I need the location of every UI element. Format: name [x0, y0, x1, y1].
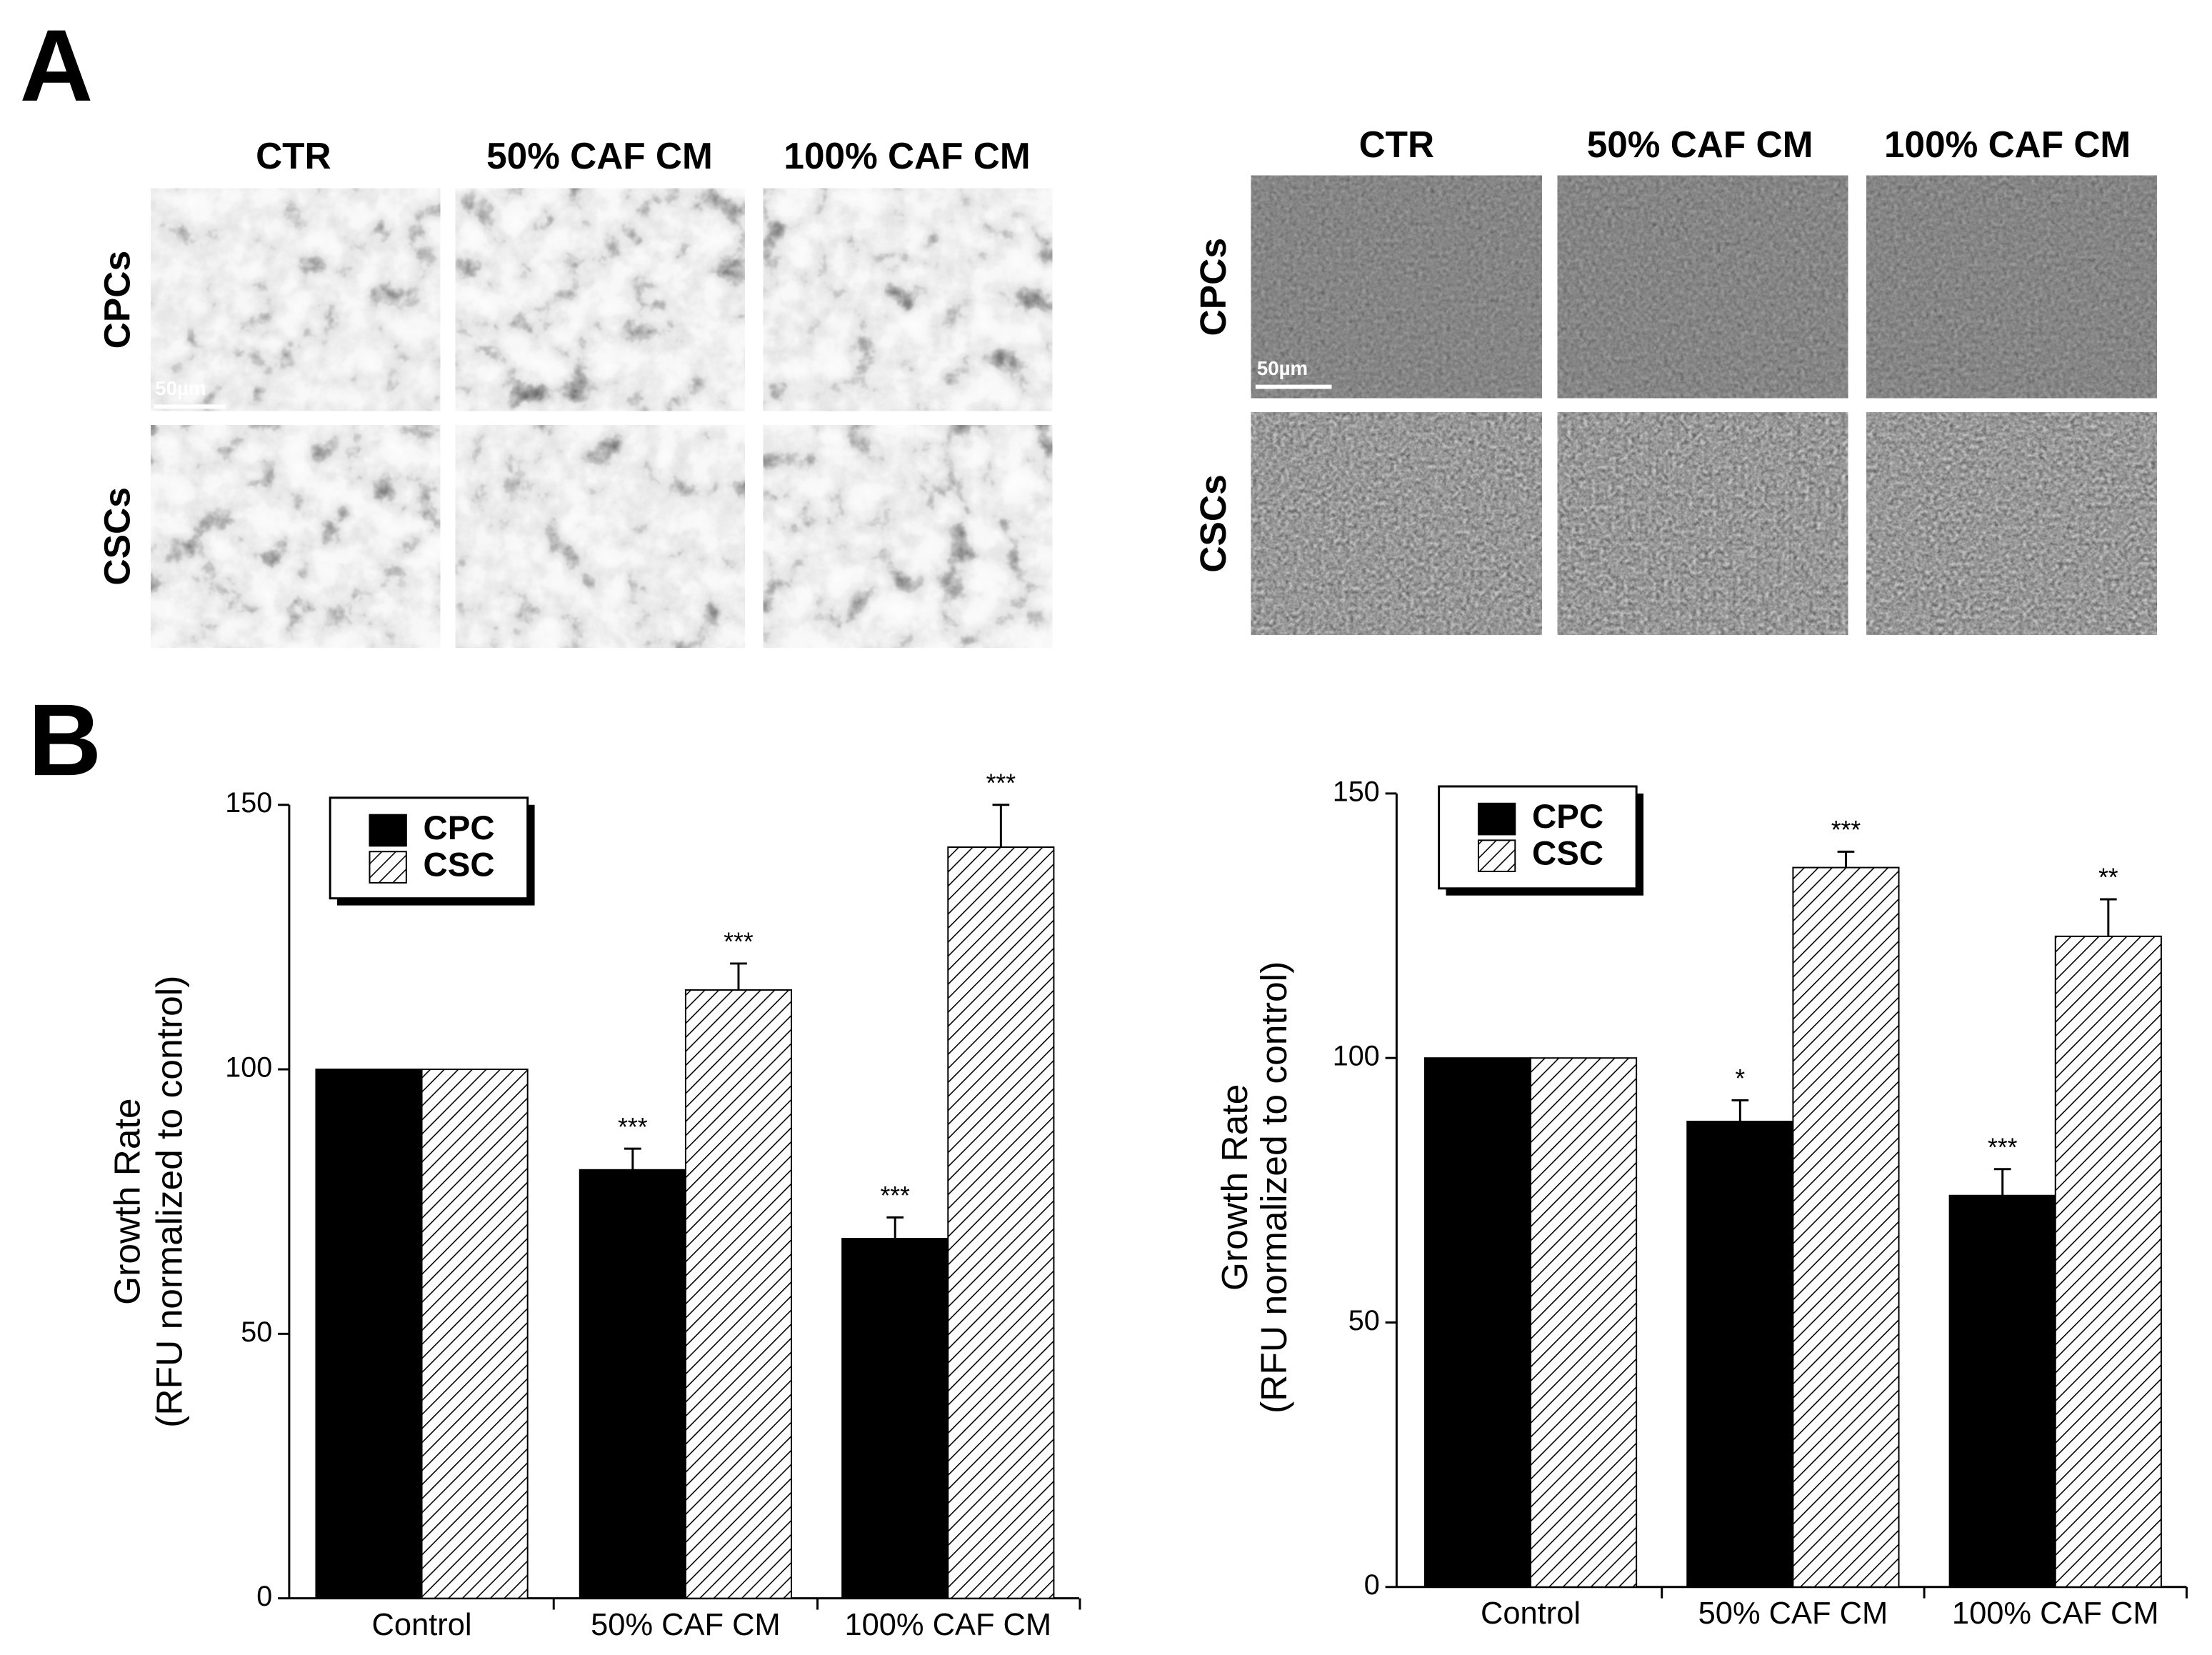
column-header: 50% CAF CM — [486, 135, 713, 176]
significance-label: *** — [1988, 1133, 2018, 1161]
legend-swatch — [1477, 802, 1516, 836]
legend-swatch — [1477, 839, 1516, 872]
error-bar — [1993, 1168, 2011, 1196]
bar — [947, 846, 1055, 1599]
bar — [579, 1169, 686, 1599]
error-bar — [886, 1216, 904, 1239]
column-header: 100% CAF CM — [784, 135, 1030, 176]
bar — [1792, 866, 1900, 1588]
micrograph — [151, 425, 441, 648]
bar — [841, 1238, 949, 1599]
error-bar — [1837, 850, 1855, 868]
scale-bar-label: 50µm — [1257, 357, 1308, 379]
significance-label: *** — [618, 1113, 648, 1141]
y-tick-label: 50 — [241, 1316, 272, 1348]
x-tick-label: 50% CAF CM — [591, 1608, 780, 1642]
column-header: 100% CAF CM — [1884, 124, 2131, 165]
error-bar — [2099, 898, 2117, 936]
row-label: CSCs — [1192, 474, 1233, 573]
bar — [2054, 935, 2162, 1588]
micrograph — [1251, 412, 1542, 635]
bar — [684, 989, 793, 1599]
panel-label: B — [29, 684, 102, 797]
y-tick-label: 0 — [1364, 1569, 1380, 1601]
y-tick-label: 100 — [225, 1051, 272, 1083]
y-tick-label: 50 — [1348, 1305, 1380, 1336]
row-label: CSCs — [96, 487, 138, 586]
bar — [1686, 1121, 1794, 1588]
significance-label: *** — [880, 1181, 910, 1210]
bar — [315, 1069, 423, 1599]
column-header: 50% CAF CM — [1587, 124, 1813, 165]
legend-box — [329, 796, 529, 900]
significance-label: * — [1735, 1064, 1745, 1093]
scale-bar-label: 50µm — [155, 377, 206, 399]
column-header: CTR — [256, 135, 331, 176]
panel-label: A — [20, 9, 94, 123]
legend-box — [1438, 785, 1638, 890]
legend-label: CSC — [424, 846, 495, 884]
significance-label: ** — [2098, 864, 2118, 892]
x-tick-label: Control — [1481, 1596, 1581, 1631]
micrograph — [455, 188, 745, 411]
x-tick-label: Control — [372, 1608, 472, 1642]
error-bar — [992, 804, 1010, 848]
y-tick-label: 0 — [256, 1581, 272, 1612]
row-label: CPCs — [96, 251, 138, 349]
y-axis-label: Growth Rate — [1213, 1084, 1255, 1291]
bar — [1530, 1057, 1638, 1588]
legend-label: CPC — [424, 809, 495, 847]
error-bar — [624, 1147, 641, 1170]
x-tick-label: 100% CAF CM — [844, 1608, 1051, 1642]
micrograph — [763, 188, 1053, 411]
x-tick-label: 50% CAF CM — [1698, 1596, 1888, 1631]
micrograph — [1557, 412, 1848, 635]
bar — [1948, 1194, 2056, 1588]
x-tick-label: 100% CAF CM — [1952, 1596, 2159, 1631]
significance-label: *** — [1831, 816, 1861, 844]
significance-label: *** — [986, 769, 1016, 797]
y-axis-label: (RFU normalized to control) — [1253, 961, 1294, 1414]
micrograph — [1866, 412, 2157, 635]
y-tick-label: 100 — [1333, 1041, 1380, 1072]
legend-swatch — [369, 851, 407, 884]
y-axis-label: Growth Rate — [106, 1098, 147, 1304]
micrograph — [1866, 175, 2157, 399]
y-axis-label: (RFU normalized to control) — [149, 976, 190, 1428]
column-header: CTR — [1359, 124, 1435, 165]
micrograph — [763, 425, 1053, 648]
legend-label: CPC — [1532, 798, 1603, 836]
legend-swatch — [369, 814, 407, 847]
error-bar — [1731, 1099, 1749, 1122]
y-tick-label: 150 — [225, 787, 272, 819]
bar — [421, 1069, 529, 1599]
y-tick-label: 150 — [1333, 776, 1380, 807]
micrograph — [1557, 175, 1848, 399]
legend-label: CSC — [1532, 835, 1603, 873]
micrograph — [151, 188, 441, 411]
error-bar — [730, 962, 747, 990]
significance-label: *** — [724, 928, 754, 956]
micrograph — [1251, 175, 1542, 399]
row-label: CPCs — [1192, 238, 1233, 336]
bar — [1423, 1057, 1532, 1588]
micrograph — [455, 425, 745, 648]
